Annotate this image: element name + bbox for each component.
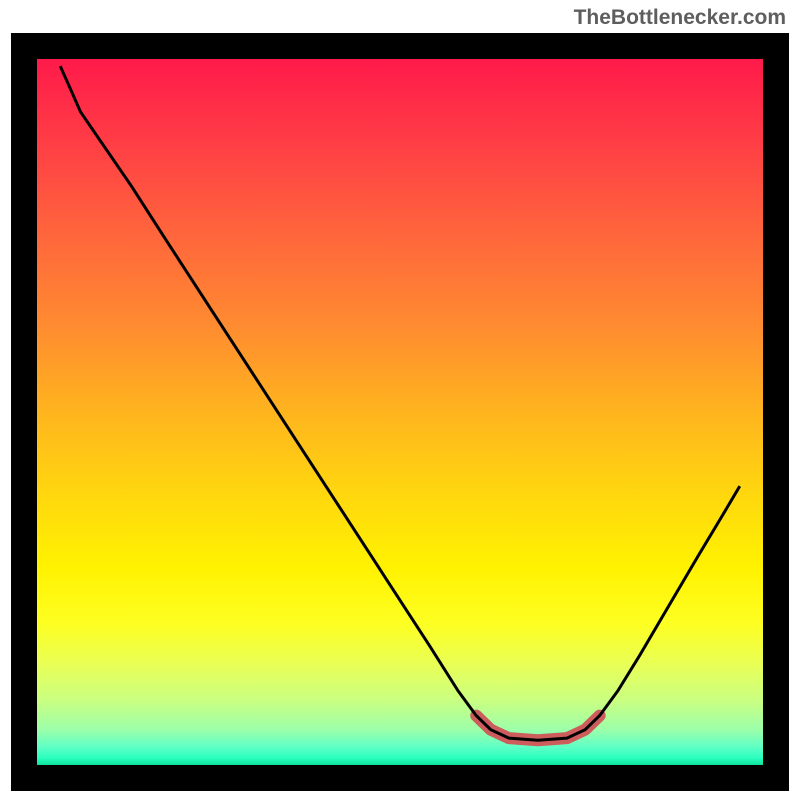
chart-background <box>37 59 763 765</box>
chart-svg <box>11 33 789 791</box>
attribution-text: TheBottlenecker.com <box>574 6 786 30</box>
bottleneck-chart <box>11 33 789 791</box>
